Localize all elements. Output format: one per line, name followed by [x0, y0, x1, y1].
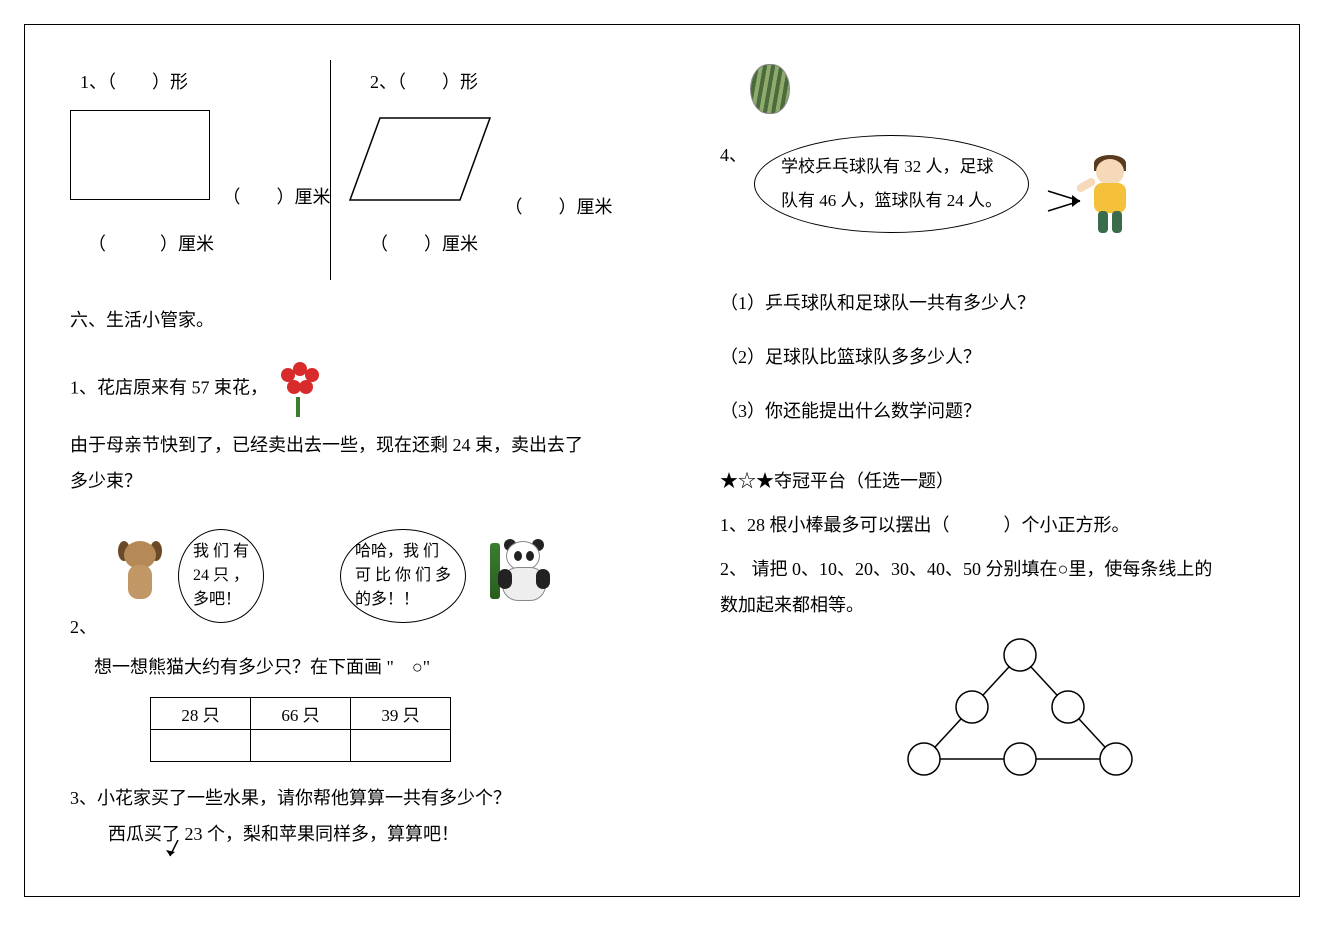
rect-length-blank: （ ）厘米	[88, 230, 214, 256]
flowers-icon	[273, 362, 323, 417]
tbl-h2: 66 只	[251, 698, 351, 730]
q1-flower-line2: 由于母亲节快到了，已经卖出去一些，现在还剩 24 束，卖出去了	[70, 427, 670, 463]
q4-sub1: （1）乒乓球队和足球队一共有多少人？	[720, 289, 1320, 315]
q4-bubble-l1: 学校乒乓球队有 32 人，足球	[781, 157, 994, 176]
q3-line2: 西瓜买了 23 个，梨和苹果同样多，算算吧！	[108, 824, 459, 844]
q4-sub2: （2）足球队比篮球队多多少人？	[720, 343, 1320, 369]
section6-title: 六、生活小管家。	[70, 306, 670, 332]
dog-speech-bubble: 我 们 有 24 只 ， 多吧！	[178, 529, 264, 623]
q4-info-bubble: 学校乒乓球队有 32 人，足球 队有 46 人，篮球队有 24 人。	[754, 135, 1029, 233]
tbl-h1: 28 只	[151, 698, 251, 730]
q1-flower-line3: 多少束？	[70, 463, 670, 499]
q2-number: 2、	[70, 613, 97, 639]
left-column: 1、（ ）形 2、（ ）形 （ ）厘米 （ ）厘米 （ ）厘米 （ ）厘米 六、…	[70, 60, 670, 856]
q3-line1: 3、小花家买了一些水果，请你帮他算算一共有多少个？	[70, 784, 670, 810]
panda-bubble-l3: 的多！！	[355, 591, 419, 608]
panda-bubble-l1: 哈哈，我 们	[355, 543, 439, 560]
q4-sub3: （3）你还能提出什么数学问题？	[720, 397, 1320, 423]
tbl-c1	[151, 730, 251, 762]
bonus-title: ★☆★夺冠平台（任选一题）	[720, 467, 1320, 493]
q1-flower-line1: 1、花店原来有 57 束花，	[70, 378, 268, 398]
dog-bubble-l2: 24 只 ，	[193, 567, 249, 584]
bonus-q1: 1、28 根小棒最多可以摆出（ ）个小正方形。	[720, 511, 1320, 537]
bonus-q2-line2: 数加起来都相等。	[720, 587, 1320, 623]
para-base-blank: （ ）厘米	[370, 230, 478, 256]
bonus-q2-line1: 2、 请把 0、10、20、30、40、50 分别填在○里，使每条线上的	[720, 551, 1320, 587]
panda-speech-bubble: 哈哈，我 们 可 比 你 们 多 的多！！	[340, 529, 466, 623]
boy-icon	[1080, 155, 1140, 235]
dog-bubble-l3: 多吧！	[193, 591, 241, 608]
q2-think-text: 想一想熊猫大约有多少只？在下面画 " ○"	[94, 653, 670, 679]
tbl-c3	[351, 730, 451, 762]
tbl-h3: 39 只	[351, 698, 451, 730]
q2-shape-label: 2、（ ）形	[370, 68, 478, 94]
watermelon-icon	[750, 64, 790, 114]
panda-icon	[488, 535, 558, 605]
rectangle-shape	[70, 110, 210, 200]
dog-icon	[110, 535, 170, 605]
q1-shape-label: 1、（ ）形	[80, 68, 188, 94]
parallelogram-shape	[340, 110, 500, 210]
dog-bubble-l1: 我 们 有	[193, 543, 249, 560]
q4-bubble-l2: 队有 46 人，篮球队有 24 人。	[781, 191, 1002, 210]
tbl-c2	[251, 730, 351, 762]
arrow-down-icon	[166, 840, 186, 862]
para-side-blank: （ ）厘米	[505, 193, 613, 219]
right-column: 4、 学校乒乓球队有 32 人，足球 队有 46 人，篮球队有 24 人。 （1…	[720, 60, 1320, 783]
q4-number: 4、	[720, 141, 747, 167]
panda-bubble-l2: 可 比 你 们 多	[355, 567, 451, 584]
triangle-circles-diagram	[890, 633, 1150, 783]
panda-count-table: 28 只 66 只 39 只	[150, 697, 451, 762]
rect-width-blank: （ ）厘米	[223, 183, 331, 209]
